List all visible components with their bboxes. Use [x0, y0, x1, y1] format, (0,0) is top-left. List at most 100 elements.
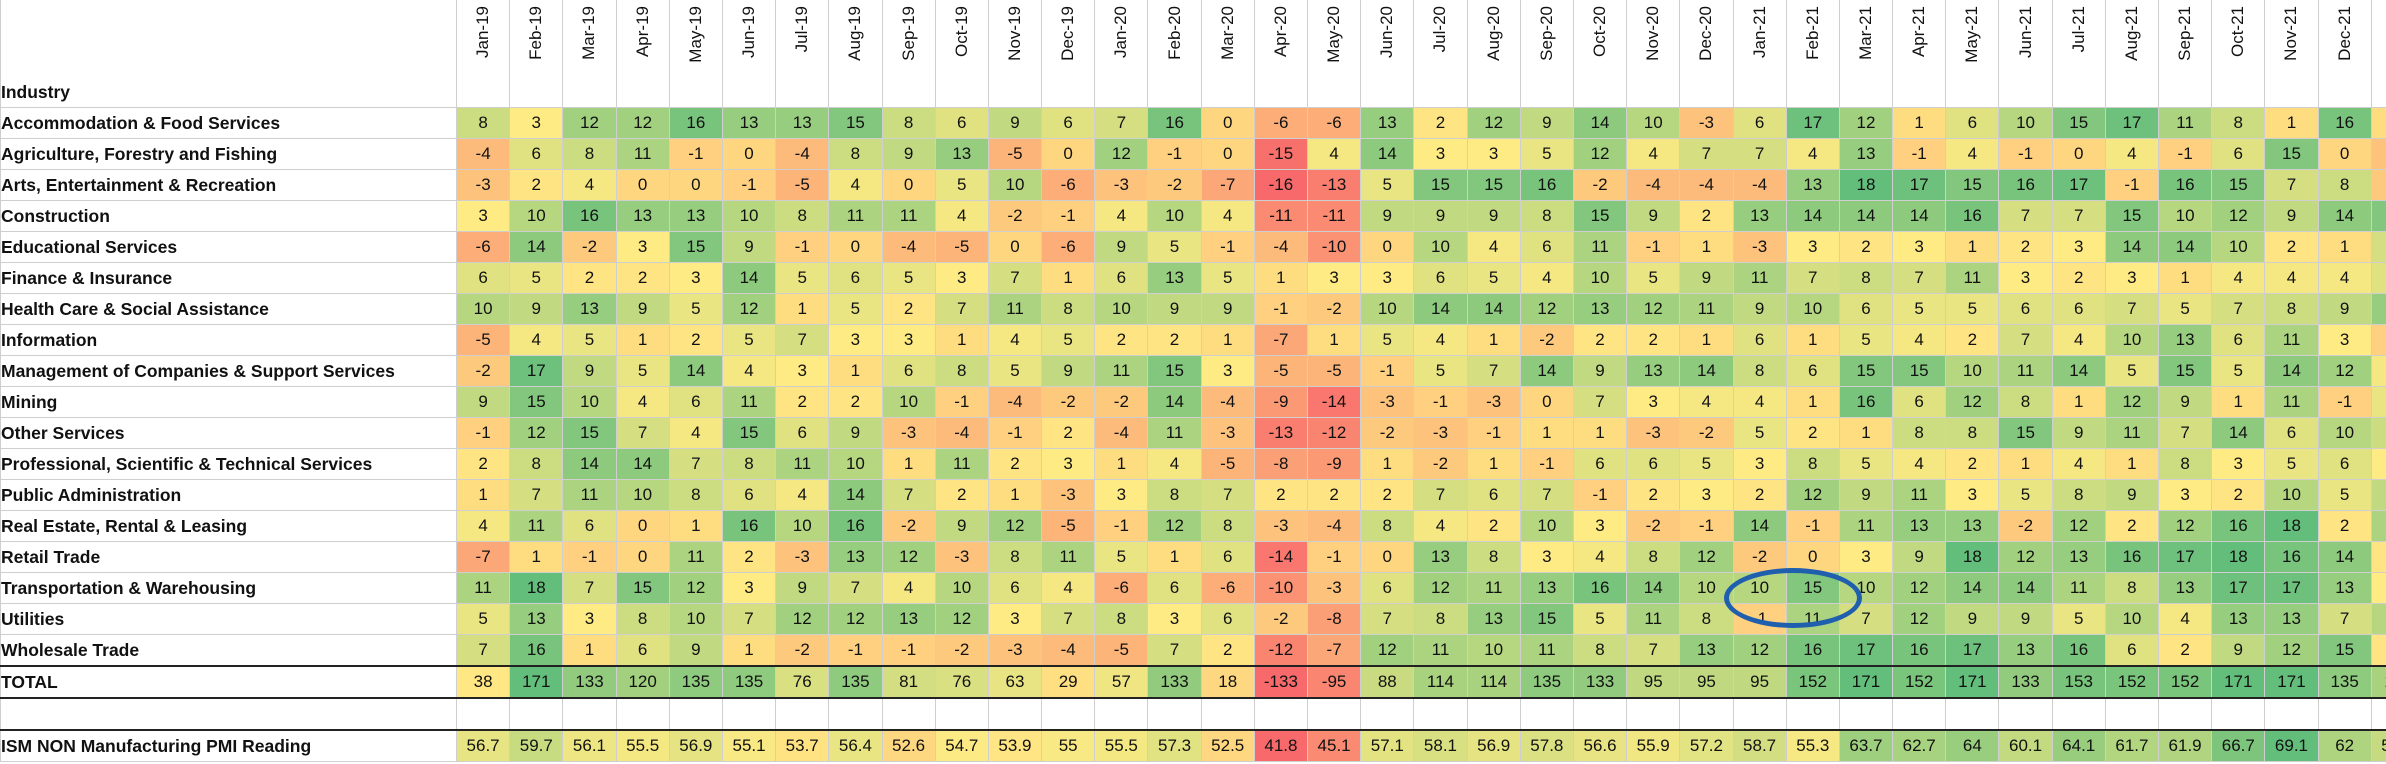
heatmap-cell[interactable]: 12 — [1998, 541, 2053, 573]
heatmap-cell[interactable]: 11 — [1786, 603, 1840, 635]
heatmap-cell[interactable]: 9 — [1892, 541, 1947, 573]
heatmap-cell[interactable]: 3 — [1360, 262, 1415, 294]
heatmap-cell[interactable]: 11 — [669, 541, 723, 573]
month-header[interactable]: Jan-22 — [2371, 0, 2386, 108]
heatmap-cell[interactable]: 6 — [1147, 572, 1202, 604]
heatmap-cell[interactable]: 11 — [1094, 355, 1149, 387]
heatmap-cell[interactable]: 10 — [1679, 572, 1734, 604]
empty-cell[interactable] — [2371, 697, 2386, 731]
heatmap-cell[interactable]: 2 — [1360, 479, 1415, 511]
heatmap-cell[interactable]: 5 — [1147, 231, 1202, 263]
heatmap-cell[interactable]: 8 — [1467, 541, 1521, 573]
heatmap-cell[interactable]: 2 — [988, 448, 1043, 480]
heatmap-cell[interactable]: -1 — [669, 138, 723, 170]
heatmap-cell[interactable]: -1 — [2371, 324, 2386, 356]
heatmap-cell[interactable]: -3 — [1626, 417, 1681, 449]
total-cell[interactable]: 135 — [2318, 665, 2372, 699]
heatmap-cell[interactable]: 1 — [2105, 448, 2160, 480]
heatmap-cell[interactable]: 11 — [1892, 479, 1947, 511]
heatmap-cell[interactable]: 11 — [1679, 293, 1734, 325]
heatmap-cell[interactable]: 8 — [882, 107, 936, 139]
heatmap-cell[interactable]: 2 — [1413, 107, 1468, 139]
heatmap-cell[interactable]: 9 — [1413, 200, 1468, 232]
heatmap-cell[interactable]: -5 — [456, 324, 511, 356]
heatmap-cell[interactable]: 5 — [562, 324, 617, 356]
month-header[interactable]: Aug-21 — [2105, 0, 2160, 108]
heatmap-cell[interactable]: 17 — [1945, 634, 2000, 667]
heatmap-cell[interactable]: 15 — [722, 417, 777, 449]
month-header[interactable]: Feb-21 — [1786, 0, 1840, 108]
heatmap-cell[interactable]: 3 — [1467, 138, 1521, 170]
heatmap-cell[interactable]: 9 — [1573, 355, 1628, 387]
pmi-cell[interactable]: 52.6 — [882, 729, 936, 762]
heatmap-cell[interactable]: 9 — [2264, 200, 2319, 232]
heatmap-cell[interactable]: 5 — [1413, 355, 1468, 387]
heatmap-cell[interactable]: 5 — [1839, 448, 1894, 480]
heatmap-cell[interactable]: 1 — [1467, 448, 1521, 480]
heatmap-cell[interactable]: 16 — [1147, 107, 1202, 139]
heatmap-cell[interactable]: 8 — [722, 448, 777, 480]
heatmap-cell[interactable]: 17 — [1892, 169, 1947, 201]
total-cell[interactable]: 81 — [882, 665, 936, 699]
heatmap-cell[interactable]: 0 — [1786, 541, 1840, 573]
heatmap-cell[interactable]: 5 — [669, 293, 723, 325]
heatmap-cell[interactable]: 4 — [1733, 386, 1787, 418]
heatmap-cell[interactable]: 15 — [2105, 200, 2160, 232]
heatmap-cell[interactable]: -2 — [1998, 510, 2053, 542]
total-cell[interactable]: 152 — [2158, 665, 2213, 699]
heatmap-cell[interactable]: 7 — [669, 448, 723, 480]
heatmap-cell[interactable]: 8 — [1733, 355, 1787, 387]
empty-cell[interactable] — [1626, 697, 1681, 731]
heatmap-cell[interactable]: 8 — [1839, 262, 1894, 294]
heatmap-cell[interactable]: -1 — [1679, 510, 1734, 542]
heatmap-cell[interactable]: 4 — [669, 417, 723, 449]
heatmap-cell[interactable]: -13 — [1307, 169, 1362, 201]
month-header[interactable]: Apr-20 — [1254, 0, 1309, 108]
heatmap-cell[interactable]: 7 — [456, 634, 511, 667]
industry-name-cell[interactable]: Educational Services — [0, 231, 457, 263]
heatmap-cell[interactable]: 16 — [562, 200, 617, 232]
heatmap-cell[interactable]: 3 — [2211, 448, 2266, 480]
heatmap-cell[interactable]: 3 — [1201, 355, 1255, 387]
heatmap-cell[interactable]: 8 — [1679, 603, 1734, 635]
heatmap-cell[interactable]: 11 — [1626, 603, 1681, 635]
heatmap-cell[interactable]: 4 — [562, 169, 617, 201]
heatmap-cell[interactable]: 6 — [1786, 355, 1840, 387]
heatmap-cell[interactable]: 1 — [1041, 262, 1096, 294]
pmi-cell[interactable]: 62.7 — [1892, 729, 1947, 762]
heatmap-cell[interactable]: 6 — [456, 262, 511, 294]
heatmap-cell[interactable]: 10 — [828, 448, 883, 480]
heatmap-cell[interactable]: 13 — [1520, 572, 1574, 604]
heatmap-cell[interactable]: 6 — [1839, 293, 1894, 325]
total-cell[interactable]: -95 — [1307, 665, 1362, 699]
heatmap-cell[interactable]: 14 — [2105, 231, 2160, 263]
heatmap-cell[interactable]: 12 — [2318, 355, 2372, 387]
heatmap-cell[interactable]: -5 — [775, 169, 830, 201]
heatmap-cell[interactable]: 3 — [1733, 448, 1787, 480]
heatmap-cell[interactable]: 1 — [775, 293, 830, 325]
heatmap-cell[interactable]: 9 — [828, 417, 883, 449]
heatmap-cell[interactable]: -2 — [882, 510, 936, 542]
heatmap-cell[interactable]: 12 — [2211, 200, 2266, 232]
heatmap-cell[interactable]: -3 — [2371, 138, 2386, 170]
heatmap-cell[interactable]: 14 — [2158, 231, 2213, 263]
heatmap-cell[interactable]: 1 — [1307, 324, 1362, 356]
heatmap-cell[interactable]: 4 — [2264, 262, 2319, 294]
heatmap-cell[interactable]: 13 — [1360, 107, 1415, 139]
total-label-cell[interactable]: TOTAL — [0, 665, 457, 699]
heatmap-cell[interactable]: 14 — [1147, 386, 1202, 418]
month-header[interactable]: Feb-19 — [509, 0, 564, 108]
heatmap-cell[interactable]: 12 — [1520, 293, 1574, 325]
heatmap-cell[interactable]: -6 — [1094, 572, 1149, 604]
heatmap-cell[interactable]: 9 — [722, 231, 777, 263]
heatmap-cell[interactable]: 14 — [2264, 355, 2319, 387]
heatmap-cell[interactable]: -2 — [935, 634, 989, 667]
heatmap-cell[interactable]: 7 — [1679, 138, 1734, 170]
heatmap-cell[interactable]: 9 — [1839, 479, 1894, 511]
heatmap-cell[interactable]: 1 — [2318, 231, 2372, 263]
heatmap-cell[interactable]: 9 — [1998, 603, 2053, 635]
heatmap-cell[interactable]: 11 — [2371, 510, 2386, 542]
heatmap-cell[interactable]: 10 — [1413, 231, 1468, 263]
heatmap-cell[interactable]: 7 — [1998, 200, 2053, 232]
empty-cell[interactable] — [828, 697, 883, 731]
